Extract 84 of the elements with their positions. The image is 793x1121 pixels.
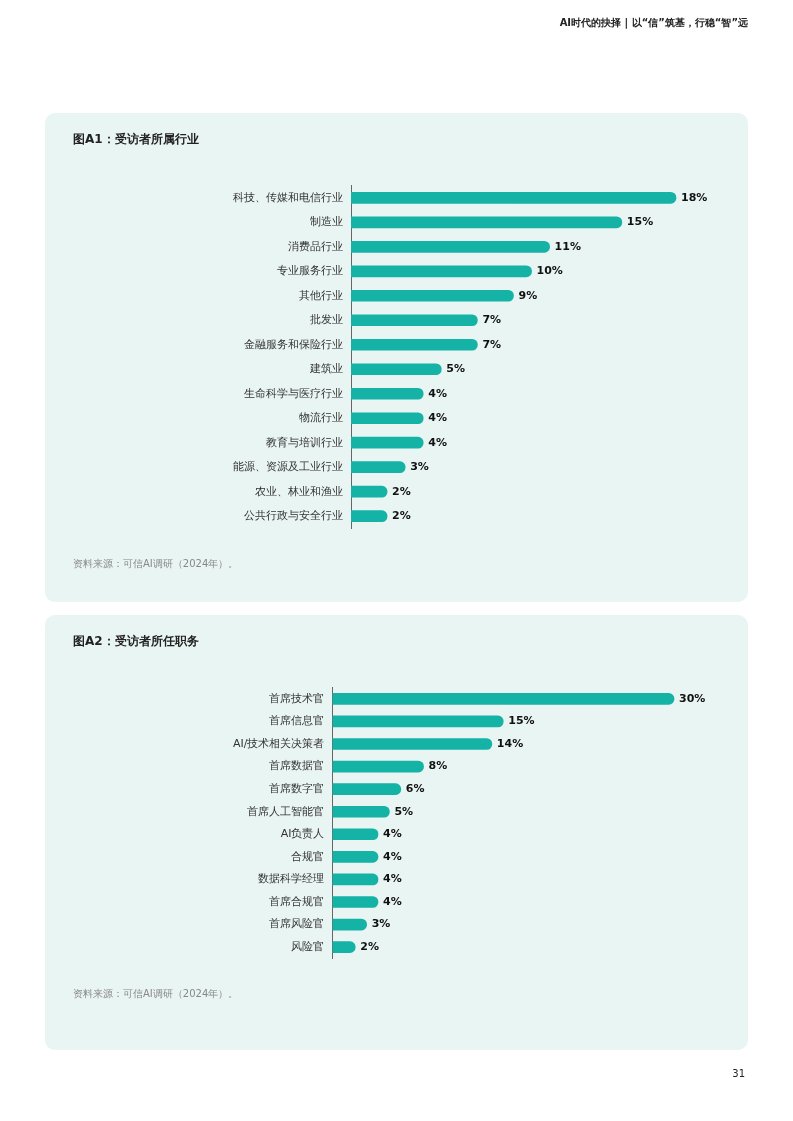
- data-label: 10%: [536, 264, 563, 278]
- bar: [351, 387, 424, 400]
- text: AI时代的抉择 | 以“信”筑基，行稳“智”远: [559, 16, 748, 30]
- data-label: 4%: [383, 894, 402, 908]
- data-label: 30%: [679, 691, 706, 705]
- bar: [351, 412, 424, 425]
- data-label: 2%: [392, 484, 411, 498]
- y-tick-label: 专业服务行业: [277, 264, 343, 278]
- text: 资料来源：可信AI调研（2024年）。: [73, 557, 239, 571]
- bar: [332, 828, 379, 841]
- bar: [332, 851, 379, 863]
- y-tick-label: AI负责人: [280, 827, 325, 841]
- y-tick-label: AI/技术相关决策者: [232, 736, 325, 750]
- y-tick-label: 首席人工智能官: [247, 804, 325, 818]
- data-label: 11%: [554, 239, 581, 253]
- y-tick-label: 生命科学与医疗行业: [244, 386, 343, 400]
- data-label: 7%: [482, 313, 502, 327]
- y-tick-label: 公共行政与安全行业: [244, 509, 343, 523]
- bar: [351, 265, 532, 278]
- bar: [332, 896, 379, 908]
- y-tick-label: 制造业: [310, 215, 343, 229]
- data-label: 2%: [392, 509, 411, 523]
- data-label: 3%: [410, 460, 429, 474]
- data-label: 15%: [626, 215, 654, 229]
- bar: [351, 240, 550, 253]
- data-label: 4%: [428, 411, 447, 425]
- y-tick-label: 教育与培训行业: [266, 435, 343, 449]
- bar: [351, 314, 478, 327]
- y-tick-label: 首席技术官: [269, 691, 325, 705]
- bar: [351, 216, 623, 229]
- bar: [332, 805, 390, 818]
- data-label: 7%: [482, 337, 502, 351]
- data-label: 3%: [371, 917, 391, 931]
- data-label: 14%: [496, 736, 524, 750]
- text: 资料来源：可信AI调研（2024年）。: [73, 987, 239, 1001]
- data-label: 18%: [681, 190, 708, 204]
- text: 图A1：受访者所属行业: [73, 131, 199, 148]
- bar: [351, 485, 388, 498]
- y-tick-label: 消费品行业: [288, 239, 343, 253]
- bar: [332, 918, 367, 931]
- data-label: 8%: [428, 759, 448, 773]
- bar: [351, 192, 677, 204]
- y-tick-label: 首席信息官: [269, 714, 325, 728]
- data-label: 4%: [428, 435, 447, 449]
- data-label: 4%: [383, 827, 402, 841]
- y-tick-label: 能源、资源及工业行业: [233, 460, 343, 474]
- bar: [351, 436, 424, 449]
- y-tick-label: 建筑业: [309, 362, 343, 376]
- bar: [351, 363, 442, 376]
- data-label: 15%: [508, 714, 535, 728]
- y-tick-label: 首席数据官: [269, 759, 325, 773]
- y-tick-label: 金融服务和保险行业: [244, 337, 343, 351]
- bar: [332, 693, 675, 705]
- y-tick-label: 批发业: [310, 313, 343, 327]
- bar: [332, 760, 424, 773]
- text: 图A2：受访者所任职务: [73, 633, 199, 650]
- y-tick-label: 合规官: [291, 849, 325, 863]
- y-tick-label: 物流行业: [299, 411, 343, 425]
- y-tick-label: 数据科学经理: [258, 872, 325, 886]
- y-tick-label: 风险官: [291, 939, 325, 953]
- y-tick-label: 农业、林业和渔业: [255, 484, 343, 498]
- bar: [332, 738, 493, 750]
- data-label: 6%: [405, 782, 425, 796]
- bar: [332, 715, 504, 728]
- bar: [351, 461, 406, 474]
- data-label: 2%: [360, 939, 379, 953]
- data-label: 5%: [446, 362, 465, 376]
- data-label: 4%: [383, 872, 402, 886]
- data-label: 4%: [428, 386, 447, 400]
- data-label: 4%: [383, 849, 402, 863]
- y-tick-label: 其他行业: [299, 288, 343, 302]
- y-tick-label: 首席风险官: [269, 917, 325, 931]
- data-label: 5%: [394, 804, 414, 818]
- bar: [351, 338, 478, 351]
- y-tick-label: 首席合规官: [269, 894, 325, 908]
- y-tick-label: 科技、传媒和电信行业: [233, 190, 343, 204]
- y-tick-label: 首席数字官: [269, 782, 325, 796]
- bar: [351, 510, 388, 522]
- data-label: 9%: [518, 288, 538, 302]
- text: 31: [732, 1068, 745, 1079]
- bar: [351, 289, 514, 302]
- bar: [332, 783, 402, 795]
- bar: [332, 941, 356, 953]
- bar: [332, 873, 379, 886]
